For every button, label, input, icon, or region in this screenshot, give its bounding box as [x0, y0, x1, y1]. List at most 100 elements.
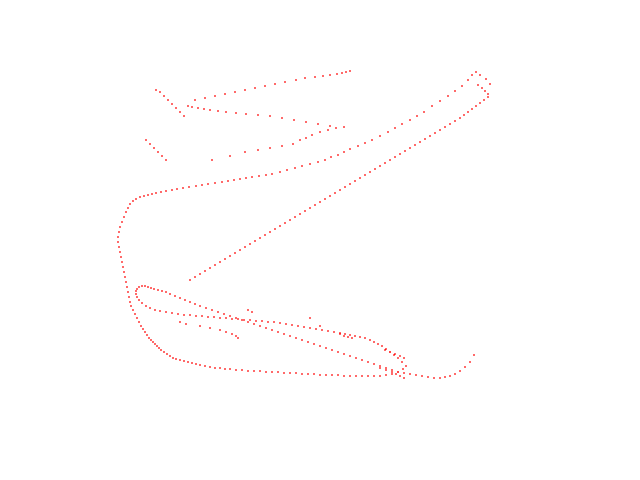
data-point: [117, 241, 119, 243]
data-point: [179, 321, 181, 323]
data-point: [169, 355, 171, 357]
data-point: [189, 279, 191, 281]
data-point: [141, 285, 143, 287]
data-point: [179, 297, 181, 299]
data-point: [161, 155, 163, 157]
data-point: [459, 117, 461, 119]
data-point: [135, 293, 137, 295]
data-point: [189, 314, 191, 316]
data-point: [379, 375, 381, 377]
data-point: [139, 196, 141, 198]
data-point: [327, 330, 329, 332]
data-point: [267, 321, 269, 323]
data-point: [258, 175, 260, 177]
data-point: [119, 251, 121, 253]
data-point: [145, 305, 147, 307]
data-point: [330, 156, 332, 158]
data-point: [379, 365, 381, 367]
data-point: [160, 191, 162, 193]
data-point: [324, 159, 326, 161]
data-point: [319, 201, 321, 203]
data-point: [205, 307, 207, 309]
data-point: [449, 123, 451, 125]
data-point: [439, 377, 441, 379]
data-point: [201, 315, 203, 317]
data-point: [424, 138, 426, 140]
data-point: [295, 79, 297, 81]
data-point: [283, 372, 285, 374]
data-point: [155, 89, 157, 91]
data-point: [315, 328, 317, 330]
data-point: [235, 335, 237, 337]
data-point: [399, 355, 401, 357]
data-point: [467, 79, 469, 81]
data-point: [301, 339, 303, 341]
data-point: [461, 85, 463, 87]
data-point: [415, 374, 417, 376]
data-point: [387, 131, 389, 133]
data-point: [167, 99, 169, 101]
data-point: [234, 91, 236, 93]
data-point: [331, 374, 333, 376]
data-point: [469, 361, 471, 363]
data-point: [355, 357, 357, 359]
data-point: [151, 193, 153, 195]
data-point: [339, 333, 341, 335]
data-point: [243, 319, 245, 321]
data-point: [209, 327, 211, 329]
data-point: [165, 311, 167, 313]
data-point: [483, 99, 485, 101]
data-point: [147, 194, 149, 196]
data-point: [299, 213, 301, 215]
data-point: [145, 139, 147, 141]
data-point: [274, 228, 276, 230]
data-point: [229, 255, 231, 257]
data-point: [423, 111, 425, 113]
data-point: [354, 180, 356, 182]
data-point: [224, 258, 226, 260]
data-point: [361, 375, 363, 377]
data-point: [454, 373, 456, 375]
data-point: [373, 375, 375, 377]
data-point: [319, 345, 321, 347]
data-point: [213, 316, 215, 318]
data-point: [349, 70, 351, 72]
data-point: [132, 200, 134, 202]
data-point: [301, 165, 303, 167]
data-point: [284, 222, 286, 224]
data-point: [319, 374, 321, 376]
data-point: [129, 301, 131, 303]
data-point: [369, 339, 371, 341]
data-point: [271, 371, 273, 373]
data-point: [194, 276, 196, 278]
data-point: [231, 333, 233, 335]
data-point: [359, 177, 361, 179]
data-point: [199, 273, 201, 275]
data-point: [329, 195, 331, 197]
data-point: [259, 325, 261, 327]
data-point: [401, 361, 403, 363]
data-point: [484, 90, 486, 92]
data-point: [349, 375, 351, 377]
data-point: [224, 93, 226, 95]
data-point: [364, 142, 366, 144]
data-point: [265, 371, 267, 373]
data-point: [204, 365, 206, 367]
data-point: [207, 183, 209, 185]
data-point: [214, 264, 216, 266]
data-point: [373, 341, 375, 343]
data-point: [364, 174, 366, 176]
data-point: [399, 153, 401, 155]
data-point: [117, 236, 119, 238]
data-point: [325, 347, 327, 349]
data-point: [277, 371, 279, 373]
data-point: [253, 370, 255, 372]
data-point: [309, 163, 311, 165]
data-point: [187, 361, 189, 363]
data-point: [265, 174, 267, 176]
data-point: [125, 281, 127, 283]
data-point: [489, 83, 491, 85]
data-point: [271, 173, 273, 175]
data-point: [136, 288, 138, 290]
data-point: [157, 151, 159, 153]
